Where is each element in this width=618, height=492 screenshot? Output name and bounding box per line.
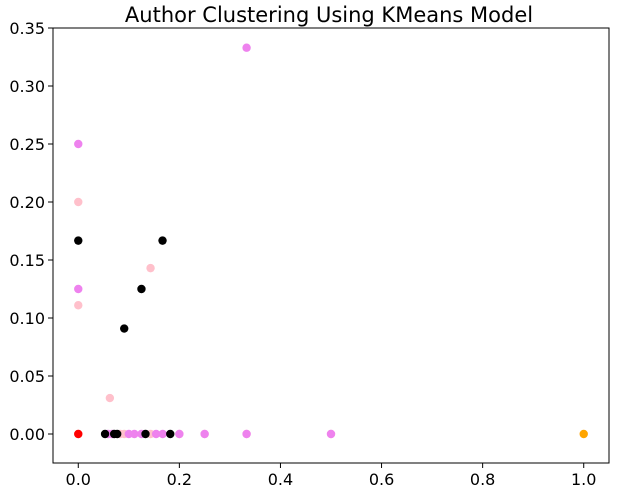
y-tick-label: 0.15 xyxy=(9,251,45,270)
plot-area xyxy=(52,27,610,464)
chart-title: Author Clustering Using KMeans Model xyxy=(125,3,533,27)
y-tick-label: 0.05 xyxy=(9,367,45,386)
data-point xyxy=(130,429,139,439)
x-tick-label: 0.0 xyxy=(66,470,91,489)
y-tick-label: 0.10 xyxy=(9,309,45,328)
point-series-3 xyxy=(74,236,175,439)
y-axis: 0.00 0.05 0.10 0.15 0.20 0.25 0.30 0.35 xyxy=(9,19,53,444)
y-tick-label: 0.30 xyxy=(9,77,45,96)
x-tick-label: 0.8 xyxy=(470,470,495,489)
data-point xyxy=(579,429,588,439)
data-point xyxy=(74,284,83,294)
data-point xyxy=(146,263,155,273)
data-point xyxy=(158,236,167,245)
data-point xyxy=(74,429,83,439)
x-tick-label: 0.4 xyxy=(268,470,293,489)
data-point xyxy=(100,429,110,439)
x-tick-label: 0.2 xyxy=(167,470,192,489)
data-point xyxy=(158,429,167,439)
data-point xyxy=(151,429,161,439)
data-point xyxy=(74,236,83,245)
x-axis: 0.0 0.2 0.4 0.6 0.8 1.0 xyxy=(66,463,596,489)
data-point xyxy=(74,197,83,207)
y-tick-label: 0.25 xyxy=(9,135,45,154)
data-point xyxy=(200,429,209,439)
data-point xyxy=(326,429,336,439)
data-point xyxy=(105,393,115,403)
y-tick-label: 0.35 xyxy=(9,19,45,38)
data-point xyxy=(120,324,129,333)
y-tick-label: 0.20 xyxy=(9,193,45,212)
data-point xyxy=(242,429,251,439)
x-tick-label: 1.0 xyxy=(571,470,596,489)
data-point xyxy=(137,284,146,294)
x-tick-label: 0.6 xyxy=(369,470,394,489)
data-point xyxy=(141,429,150,439)
data-point xyxy=(74,139,83,149)
data-point xyxy=(166,429,175,439)
point-series-5 xyxy=(579,429,588,439)
data-point xyxy=(242,43,251,52)
data-points xyxy=(74,43,588,439)
point-series-4 xyxy=(74,429,83,439)
data-point xyxy=(74,301,83,310)
data-point xyxy=(112,429,122,439)
y-tick-label: 0.00 xyxy=(9,425,45,444)
data-point xyxy=(175,429,184,439)
